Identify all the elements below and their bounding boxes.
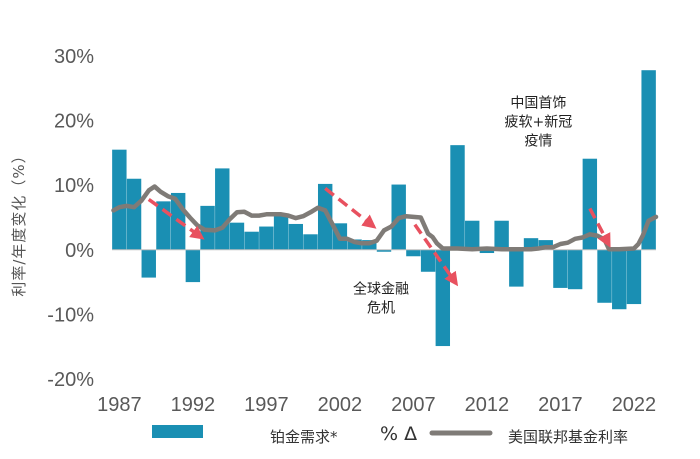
fed-rate-line xyxy=(111,184,659,252)
demand-bar-2010 xyxy=(450,145,465,250)
x-tick-label: 1992 xyxy=(171,394,216,416)
demand-bar-2000 xyxy=(303,234,318,250)
demand-bar-2017 xyxy=(553,249,568,288)
demand-bar-2014 xyxy=(509,249,524,287)
demand-bar-2007 xyxy=(406,249,421,257)
demand-bar-1995 xyxy=(229,222,245,250)
x-tick-label: 1987 xyxy=(97,394,142,416)
annotation-1: 中国首饰疲软+新冠疫情 xyxy=(505,96,573,150)
x-tick-label: 2012 xyxy=(465,394,510,416)
y-tick-label: -20% xyxy=(47,369,94,391)
y-axis-label: 利率/年度变化（%） xyxy=(10,147,28,296)
trend-arrow-3 xyxy=(413,223,459,287)
demand-bar-2008 xyxy=(420,249,436,272)
demand-bar-1994 xyxy=(215,168,230,250)
demand-bar-2001 xyxy=(317,183,333,250)
trend-arrow-2 xyxy=(324,187,377,229)
legend-bar-label: 铂金需求* xyxy=(270,428,338,446)
fed-rate-line-group xyxy=(111,184,659,252)
demand-bar-1996 xyxy=(244,231,259,250)
x-axis-ticks: 1987 1992 1997 2002 2007 2012 2017 2022 xyxy=(97,394,656,416)
demand-bar-1988 xyxy=(126,178,142,250)
y-tick-label: 20% xyxy=(54,111,94,133)
demand-bar-1989 xyxy=(141,249,156,278)
legend: 铂金需求* % Δ 美国联邦基金利率 xyxy=(152,423,628,446)
y-axis-ticks: 30% 20% 10% 0% -10% -20% xyxy=(47,46,94,391)
demand-bar-2012 xyxy=(479,249,495,254)
y-tick-label: 10% xyxy=(54,175,94,197)
demand-bar-2015 xyxy=(523,238,539,250)
legend-line-label: 美国联邦基金利率 xyxy=(508,428,628,446)
demand-bar-2019 xyxy=(582,158,598,250)
demand-bar-2023 xyxy=(641,70,656,250)
demand-bar-2011 xyxy=(465,220,480,250)
x-tick-label: 2002 xyxy=(318,394,363,416)
x-tick-label: 2017 xyxy=(538,394,583,416)
demand-bar-1997 xyxy=(259,226,274,250)
demand-bar-2020 xyxy=(597,249,612,303)
demand-bar-2022 xyxy=(626,249,642,305)
demand-bar-2009 xyxy=(435,249,451,347)
demand-bar-1992 xyxy=(185,249,201,283)
demand-bar-1998 xyxy=(273,216,289,250)
annotation-2: 全球金融危机 xyxy=(353,281,409,317)
x-tick-label: 2022 xyxy=(612,394,657,416)
trend-arrow-1 xyxy=(147,197,205,240)
demand-bar-2013 xyxy=(494,220,509,250)
legend-bar-swatch xyxy=(152,425,203,438)
demand-bar-1987 xyxy=(112,149,127,250)
trend-arrows xyxy=(147,187,611,287)
y-tick-label: 0% xyxy=(65,240,94,262)
x-tick-label: 2007 xyxy=(391,394,436,416)
demand-bar-2021 xyxy=(612,249,627,310)
legend-change-symbol: % Δ xyxy=(380,423,417,445)
y-tick-label: 30% xyxy=(54,46,94,68)
x-tick-label: 1997 xyxy=(244,394,289,416)
y-tick-label: -10% xyxy=(47,304,94,326)
demand-bar-1999 xyxy=(288,223,303,250)
trend-arrow-4 xyxy=(588,207,611,248)
demand-bar-2005 xyxy=(376,249,392,252)
demand-bar-2018 xyxy=(567,249,583,290)
demand-bar-2003 xyxy=(347,239,362,250)
